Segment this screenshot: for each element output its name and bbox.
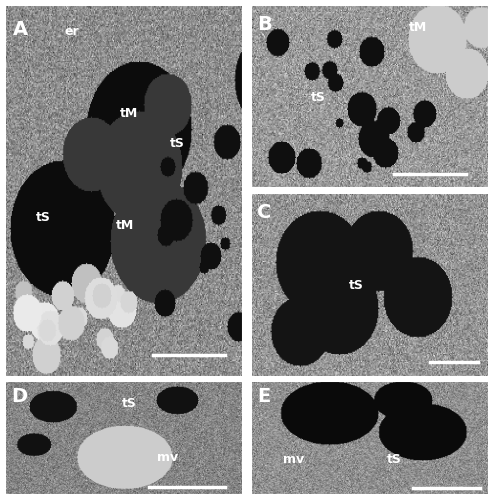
Text: er: er: [65, 26, 80, 38]
Text: mv: mv: [157, 451, 178, 464]
Text: tM: tM: [116, 218, 134, 232]
Text: tS: tS: [349, 279, 364, 292]
Text: tM: tM: [409, 21, 427, 34]
Text: tM: tM: [121, 107, 138, 120]
Text: tS: tS: [169, 137, 185, 150]
Text: B: B: [257, 14, 272, 34]
Text: C: C: [257, 203, 271, 222]
Text: tS: tS: [310, 91, 325, 104]
Text: tS: tS: [122, 396, 137, 409]
Text: D: D: [11, 386, 27, 406]
Text: mv: mv: [284, 454, 305, 466]
Text: tS: tS: [36, 211, 51, 224]
Text: A: A: [13, 20, 28, 40]
Text: tS: tS: [387, 454, 402, 466]
Text: E: E: [257, 386, 270, 406]
